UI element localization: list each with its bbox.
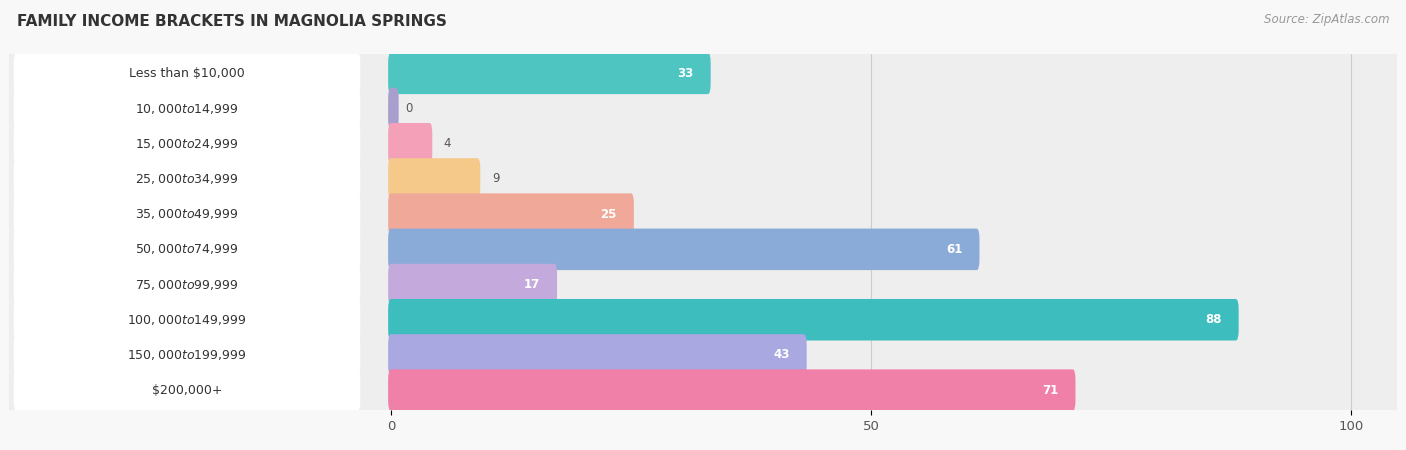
- FancyBboxPatch shape: [388, 229, 980, 270]
- FancyBboxPatch shape: [388, 334, 807, 376]
- Text: 0: 0: [405, 102, 413, 115]
- FancyBboxPatch shape: [8, 258, 1398, 310]
- FancyBboxPatch shape: [8, 364, 1398, 416]
- Text: 9: 9: [492, 172, 499, 185]
- Text: 17: 17: [523, 278, 540, 291]
- Text: $75,000 to $99,999: $75,000 to $99,999: [135, 278, 239, 292]
- FancyBboxPatch shape: [8, 188, 1398, 240]
- Text: $10,000 to $14,999: $10,000 to $14,999: [135, 102, 239, 116]
- Text: FAMILY INCOME BRACKETS IN MAGNOLIA SPRINGS: FAMILY INCOME BRACKETS IN MAGNOLIA SPRIN…: [17, 14, 447, 28]
- FancyBboxPatch shape: [388, 88, 399, 129]
- FancyBboxPatch shape: [388, 264, 557, 305]
- FancyBboxPatch shape: [388, 158, 481, 200]
- Text: 88: 88: [1205, 313, 1222, 326]
- FancyBboxPatch shape: [8, 329, 1398, 381]
- Text: 4: 4: [444, 137, 451, 150]
- FancyBboxPatch shape: [388, 53, 710, 94]
- Text: 71: 71: [1042, 384, 1059, 396]
- FancyBboxPatch shape: [8, 47, 1398, 99]
- Text: $15,000 to $24,999: $15,000 to $24,999: [135, 137, 239, 151]
- FancyBboxPatch shape: [14, 334, 360, 376]
- FancyBboxPatch shape: [14, 299, 360, 341]
- Text: $150,000 to $199,999: $150,000 to $199,999: [128, 348, 246, 362]
- FancyBboxPatch shape: [388, 194, 634, 235]
- Text: 25: 25: [600, 207, 617, 220]
- FancyBboxPatch shape: [8, 118, 1398, 170]
- Text: $25,000 to $34,999: $25,000 to $34,999: [135, 172, 239, 186]
- FancyBboxPatch shape: [8, 82, 1398, 135]
- FancyBboxPatch shape: [14, 369, 360, 411]
- FancyBboxPatch shape: [14, 194, 360, 235]
- Text: $200,000+: $200,000+: [152, 384, 222, 396]
- FancyBboxPatch shape: [14, 264, 360, 305]
- FancyBboxPatch shape: [14, 88, 360, 129]
- Text: 43: 43: [773, 348, 789, 361]
- Text: Source: ZipAtlas.com: Source: ZipAtlas.com: [1264, 14, 1389, 27]
- Text: Less than $10,000: Less than $10,000: [129, 67, 245, 80]
- Text: $100,000 to $149,999: $100,000 to $149,999: [128, 313, 246, 327]
- FancyBboxPatch shape: [388, 299, 1239, 341]
- FancyBboxPatch shape: [8, 294, 1398, 346]
- Text: 33: 33: [678, 67, 693, 80]
- Text: $50,000 to $74,999: $50,000 to $74,999: [135, 243, 239, 256]
- Text: 61: 61: [946, 243, 962, 256]
- FancyBboxPatch shape: [14, 123, 360, 165]
- FancyBboxPatch shape: [14, 53, 360, 94]
- FancyBboxPatch shape: [8, 223, 1398, 275]
- FancyBboxPatch shape: [14, 158, 360, 200]
- FancyBboxPatch shape: [388, 369, 1076, 411]
- FancyBboxPatch shape: [14, 229, 360, 270]
- Text: $35,000 to $49,999: $35,000 to $49,999: [135, 207, 239, 221]
- FancyBboxPatch shape: [8, 153, 1398, 205]
- FancyBboxPatch shape: [388, 123, 432, 165]
